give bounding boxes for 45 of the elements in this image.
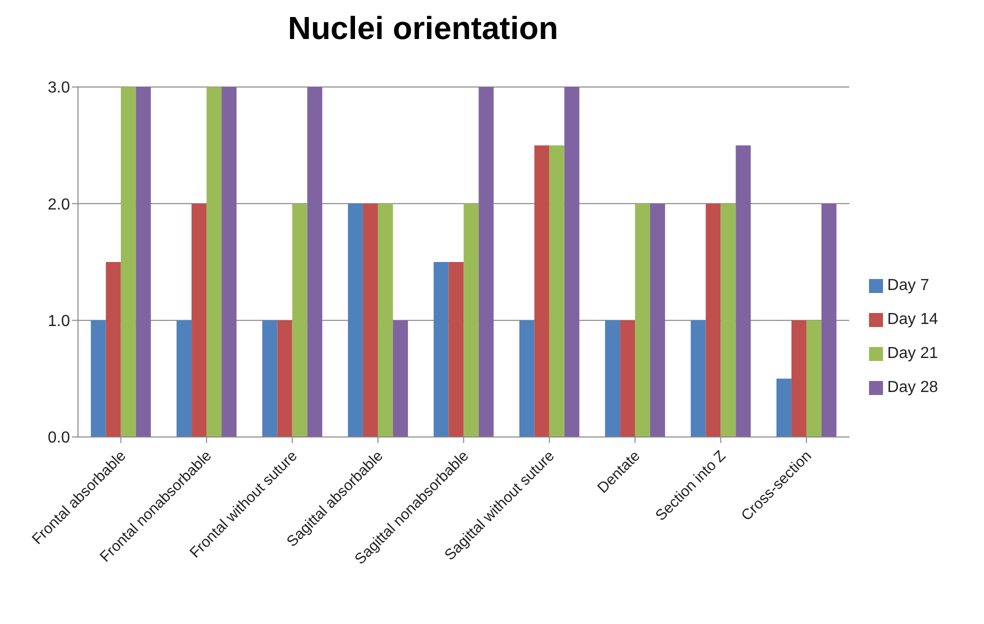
bar <box>434 262 449 437</box>
y-tick-label: 2.0 <box>48 196 70 214</box>
bar <box>519 320 534 437</box>
bar <box>736 145 751 437</box>
bar <box>90 320 106 437</box>
chart-title: Nuclei orientation <box>286 10 560 47</box>
bar <box>292 204 308 437</box>
y-tick-label: 0.0 <box>48 430 70 447</box>
legend-label: Day 28 <box>887 379 938 396</box>
bar <box>392 320 408 437</box>
bar <box>821 204 836 437</box>
bar <box>549 145 564 437</box>
y-tick-label: 3.0 <box>48 80 70 97</box>
bar <box>307 87 322 437</box>
bar <box>620 320 636 437</box>
bar <box>564 87 580 437</box>
y-tick-label: 1.0 <box>48 313 70 330</box>
bar <box>222 87 237 437</box>
bar <box>448 262 464 437</box>
bar <box>106 262 121 437</box>
bar <box>464 204 479 437</box>
bar <box>776 378 792 437</box>
bar <box>791 320 806 437</box>
bar <box>478 87 494 437</box>
bar <box>206 87 222 437</box>
legend-label: Day 7 <box>887 277 930 294</box>
bar <box>120 87 136 437</box>
bar <box>348 204 363 437</box>
bar <box>650 204 666 437</box>
legend-label: Day 21 <box>887 345 938 362</box>
bar <box>362 204 378 437</box>
bar <box>136 87 151 437</box>
bar <box>378 204 393 437</box>
bar <box>690 320 706 437</box>
bar <box>176 320 192 437</box>
bar <box>262 320 278 437</box>
legend-label: Day 14 <box>887 311 938 328</box>
bar <box>720 204 736 437</box>
bar <box>605 320 620 437</box>
bar <box>277 320 292 437</box>
bar <box>635 204 650 437</box>
bar <box>192 204 207 437</box>
bar <box>534 145 550 437</box>
bar <box>806 320 822 437</box>
bar <box>706 204 721 437</box>
